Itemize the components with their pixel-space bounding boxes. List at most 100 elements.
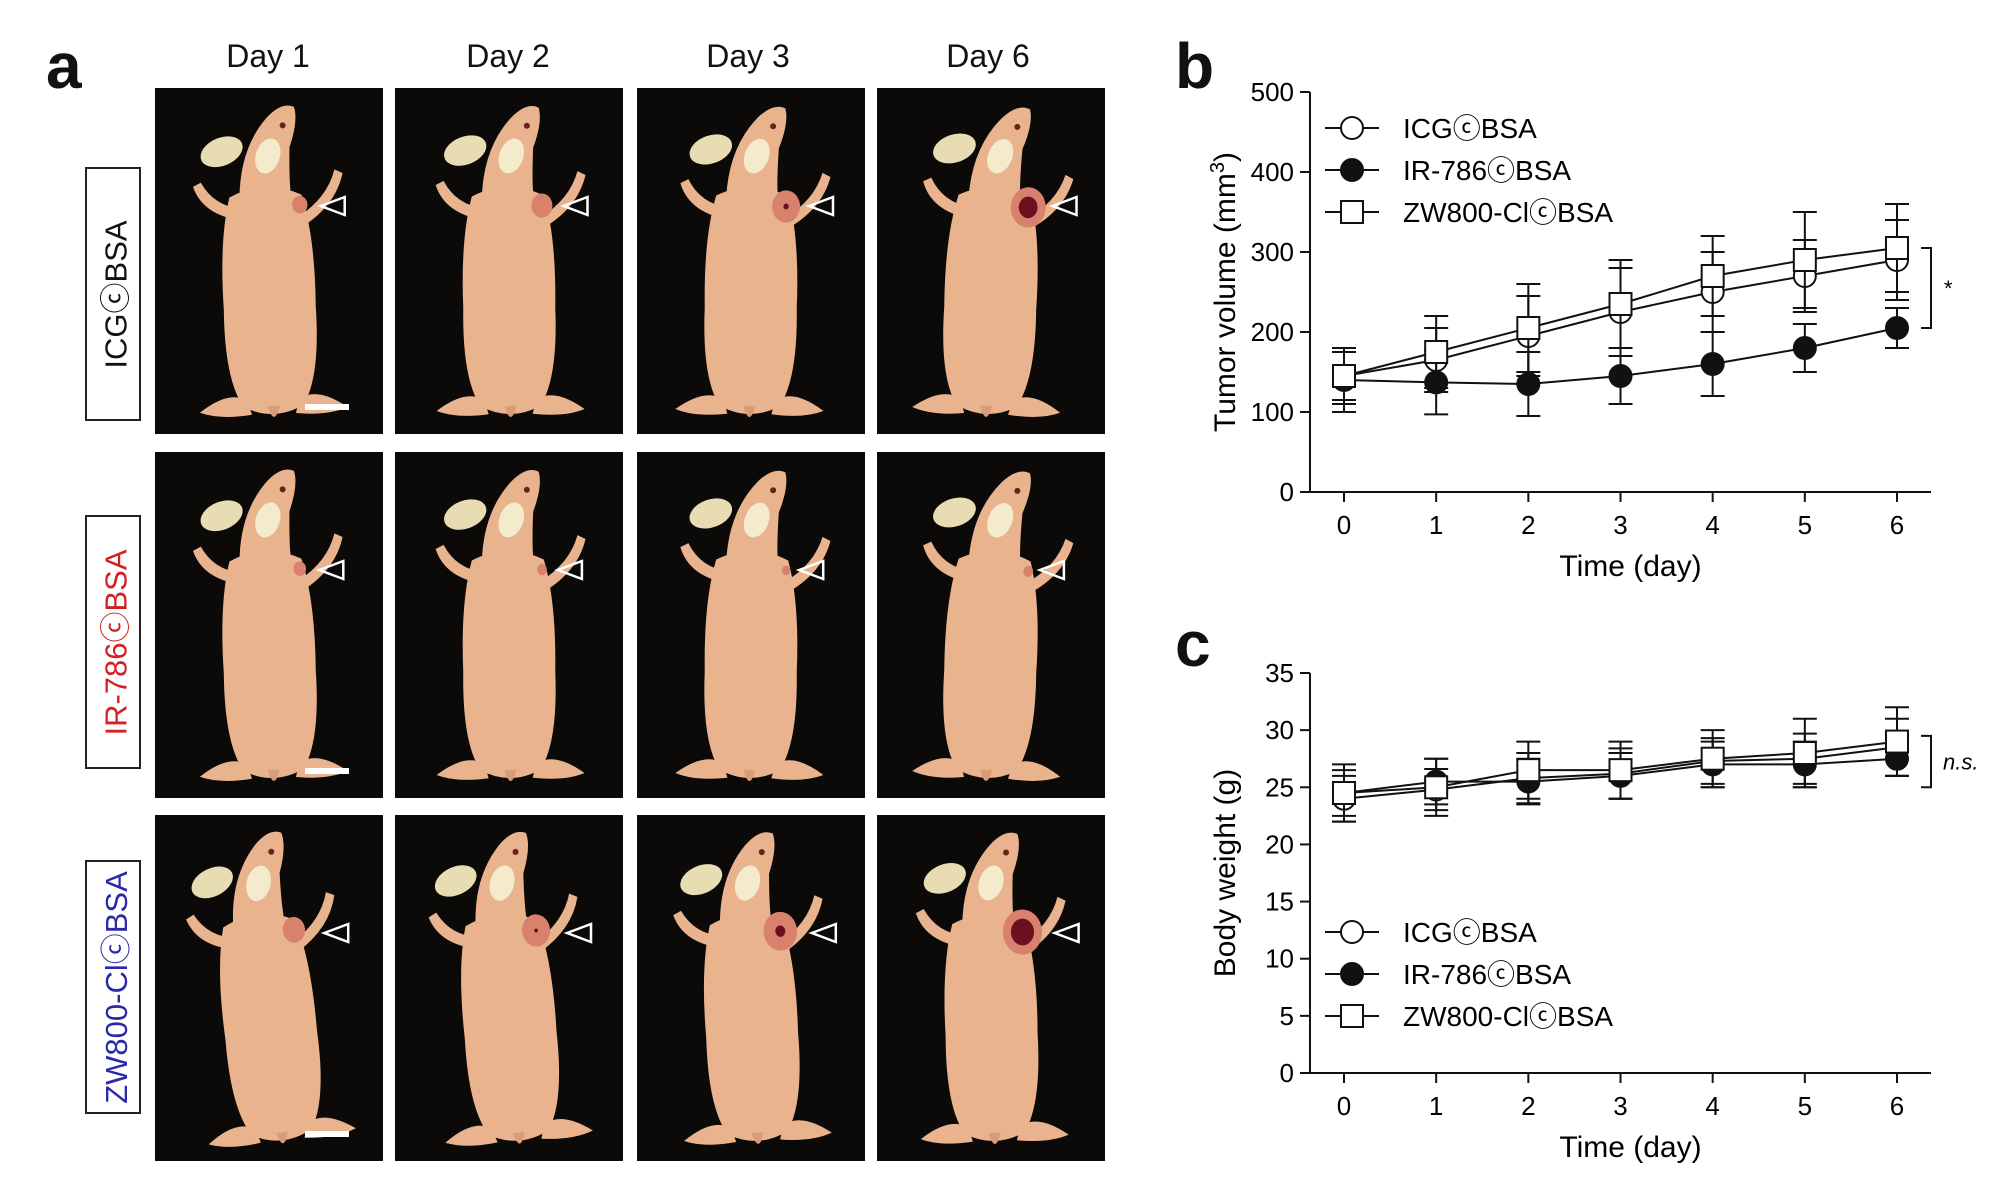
mouse-ear [444, 499, 487, 530]
tumor-arrowhead [808, 922, 838, 944]
mouse-hind-foot [436, 396, 489, 416]
mouse-hind-foot [771, 396, 824, 416]
mouse-front-arm [435, 180, 484, 219]
y-tick-label: 15 [1265, 887, 1294, 917]
x-tick-label: 0 [1337, 510, 1351, 540]
mouse-ear [489, 865, 515, 901]
mouse-photo [637, 88, 865, 434]
mouse-front-arm [923, 541, 971, 581]
mouse-hind-foot [532, 395, 585, 415]
y-axis-label: Tumor volume (mm3) [1207, 152, 1242, 432]
tumor [292, 195, 308, 214]
mouse-hind-foot [771, 760, 824, 780]
mouse-figure [192, 105, 348, 417]
mouse-tail [980, 405, 993, 417]
mouse-hind-foot [1016, 1121, 1069, 1142]
x-axis-label: Time (day) [1559, 1131, 1701, 1164]
legend-label: ICGⓒBSA [1403, 113, 1537, 144]
y-axis-label-end: ) [1209, 152, 1242, 162]
mouse-eye [770, 487, 777, 494]
mouse-figure [912, 107, 1074, 417]
mouse-figure [912, 471, 1074, 781]
mouse-eye [770, 123, 777, 130]
mouse-photo [155, 88, 383, 434]
mouse-body [222, 187, 317, 414]
row-label-ir786-text: IR-786ⓒBSA [98, 548, 134, 736]
tumor [537, 563, 547, 576]
mouse-ear [200, 136, 243, 168]
y-axis-label: Body weight (g) [1209, 769, 1242, 977]
tumor-arrowhead [795, 559, 825, 581]
data-point [1700, 352, 1725, 376]
tumor-arrowhead [1036, 559, 1066, 581]
y-tick-label: 300 [1251, 237, 1294, 267]
mouse-front-arm [680, 179, 729, 218]
mouse-front-arm [192, 546, 242, 584]
mouse-body [461, 914, 560, 1141]
tumor-arrowhead [315, 559, 345, 581]
legend: ICGⓒBSA IR-786ⓒBSA ZW800-ClⓒBSA [1325, 917, 1613, 1032]
mouse-ear [191, 866, 233, 899]
mouse-hind-foot [532, 759, 585, 779]
series-2 [1332, 203, 1909, 405]
row-label-ir786: IR-786ⓒBSA [85, 515, 141, 769]
y-tick-label: 0 [1280, 1058, 1294, 1088]
panel-b-letter: b [1175, 30, 1215, 102]
legend-marker [1340, 1004, 1364, 1028]
mouse-photo [395, 88, 623, 434]
tumor [781, 565, 791, 576]
mouse-front-arm [680, 543, 729, 582]
x-tick-label: 0 [1337, 1091, 1351, 1121]
mouse-figure [192, 469, 348, 781]
mouse-ear [987, 502, 1014, 538]
data-point [1792, 248, 1817, 272]
tumor-arrowhead [317, 195, 346, 217]
data-point [1885, 729, 1909, 754]
mouse-body [943, 551, 1038, 778]
tumor-arrowhead [554, 559, 584, 581]
y-tick-label: 0 [1280, 477, 1294, 507]
mouse-eye [279, 122, 286, 129]
legend-marker [1340, 200, 1364, 224]
mouse-photo [155, 452, 383, 798]
mouse-ear [255, 502, 281, 538]
mouse-tail [504, 769, 517, 781]
mouse-hind-foot [675, 759, 728, 779]
mouse-front-arm [540, 535, 586, 592]
x-tick-label: 3 [1613, 510, 1627, 540]
tumor-volume-chart: 0 100 200 300 400 500 0 1 2 3 4 5 6 Time (day) Tumor v… [1207, 77, 1953, 583]
x-tick-label: 1 [1429, 510, 1443, 540]
x-axis-label: Time (day) [1559, 550, 1701, 583]
mouse-hind-foot [912, 394, 965, 414]
mouse-hind-foot [436, 760, 489, 780]
mouse-photo [637, 452, 865, 798]
y-tick-label: 35 [1265, 658, 1294, 688]
legend-marker [1340, 116, 1364, 140]
mouse-photo [395, 452, 623, 798]
x-tick-label: 4 [1705, 510, 1719, 540]
legend-marker [1340, 920, 1364, 944]
tumor-arrowhead [320, 922, 350, 944]
tumor-necrosis [775, 925, 786, 937]
mouse-figure [675, 106, 831, 417]
mouse-body [704, 187, 798, 414]
mouse-eye [523, 122, 530, 129]
tumor-arrowhead [805, 195, 835, 217]
mouse-photo [155, 815, 383, 1161]
tumor-necrosis [783, 203, 789, 210]
legend-label: ICGⓒBSA [1403, 917, 1537, 948]
mouse-body [220, 914, 321, 1141]
mouse-ear [498, 502, 525, 538]
data-point [1792, 741, 1817, 765]
data-point [1792, 336, 1817, 360]
significance-label: n.s. [1943, 750, 1978, 775]
mouse-tail [743, 769, 756, 781]
legend-label: ZW800-ClⓒBSA [1403, 1001, 1613, 1032]
mouse-ear [498, 138, 525, 174]
x-tick-label: 4 [1705, 1091, 1719, 1121]
y-tick-label: 500 [1251, 77, 1294, 107]
mouse-hind-foot [199, 761, 252, 781]
y-tick-label: 100 [1251, 397, 1294, 427]
scale-bar [305, 404, 349, 410]
mouse-front-arm [783, 536, 831, 593]
